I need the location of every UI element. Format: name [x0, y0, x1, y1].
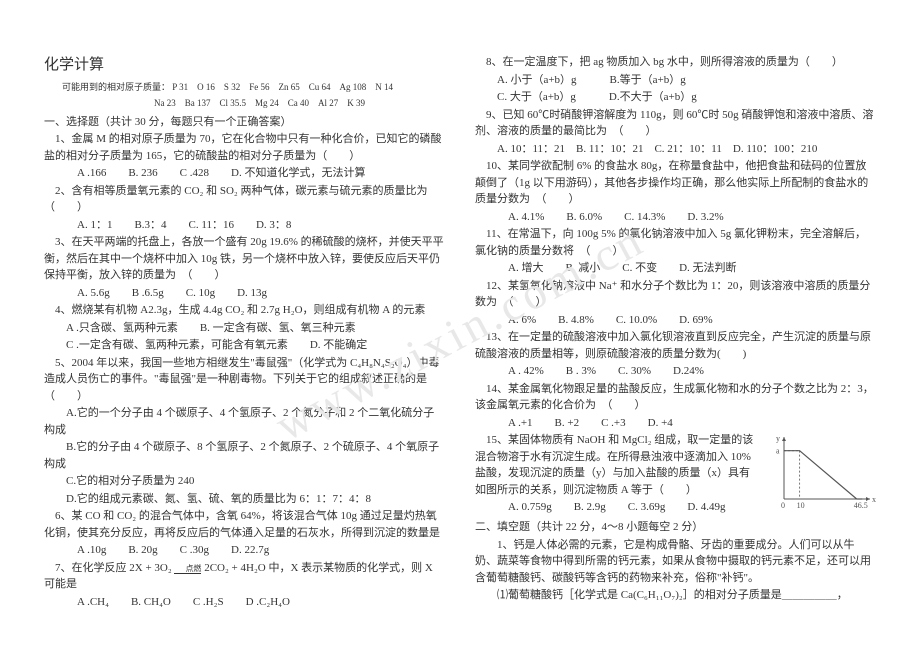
q3-stem: 3、在天平两端的托盘上，各放一个盛有 20g 19.6% 的稀硫酸的烧杯，并使天…: [44, 234, 445, 284]
q8-options-line1: A. 小于（a+b）g B.等于（a+b）g: [475, 72, 876, 89]
q2-options: A. 1：1 B.3：4 C. 11：16 D. 3：8: [44, 217, 445, 234]
q12-stem: 12、某氢氧化钠溶液中 Na⁺ 和水分子个数比为 1：20，则该溶液中溶质的质量…: [475, 278, 876, 311]
q5-option-b: B.它的分子由 4 个碳原子、8 个氢原子、2 个氮原子、2 个硫原子、4 个氧…: [44, 439, 445, 472]
rel-mass-line1: P 31 O 16 S 32 Fe 56 Zn 65 Cu 64 Ag 108 …: [172, 82, 393, 92]
svg-text:a: a: [776, 447, 780, 456]
q1-stem: 1、金属 M 的相对原子质量为 70，它在化合物中只有一种化合价，已知它的磷酸盐…: [44, 131, 445, 164]
fill-q1-sub1: ⑴葡萄糖酸钙［化学式是 Ca(C₆H₁₁O₇)₂］的相对分子质量是＿＿＿＿＿，: [475, 587, 876, 604]
q11-options: A. 增大 B. 减小 C. 不变 D. 无法判断: [475, 260, 876, 277]
reaction-arrow-label: 点燃: [174, 564, 201, 574]
q14-stem: 14、某金属氧化物跟足量的盐酸反应，生成氯化物和水的分子个数之比为 2：3，该金…: [475, 381, 876, 414]
q11-stem: 11、在常温下，向 100g 5% 的氯化钠溶液中加入 5g 氯化钾粉末，完全溶…: [475, 226, 876, 259]
section-2-header: 二、填空题（共计 22 分，4～8 小题每空 2 分）: [475, 519, 876, 536]
q6-stem: 6、某 CO 和 CO₂ 的混合气体中，含氧 64%，将该混合气体 10g 通过…: [44, 508, 445, 541]
q1-options: A .166 B. 236 C .428 D. 不知道化学式，无法计算: [44, 165, 445, 182]
svg-text:46.5: 46.5: [854, 501, 868, 510]
q4-stem: 4、燃烧某有机物 A2.3g，生成 4.4g CO₂ 和 2.7g H₂O，则组…: [44, 302, 445, 319]
q6-options: A .10g B. 20g C .30g D. 22.7g: [44, 542, 445, 559]
svg-text:y: y: [776, 434, 780, 443]
q15-block: ayx01046.5 15、某固体物质有 NaOH 和 MgCl₂ 组成，取一定…: [475, 431, 876, 517]
q8-stem: 8、在一定温度下，把 ag 物质加入 bg 水中，则所得溶液的质量为（ ）: [475, 54, 876, 71]
q12-options: A. 6% B. 4.8% C. 10.0% D. 69%: [475, 312, 876, 329]
q2-stem: 2、含有相等质量氧元素的 CO₂ 和 SO₂ 两种气体，碳元素与硫元素的质量比为…: [44, 183, 445, 216]
q13-options: A . 42% B . 3% C. 30% D.24%: [475, 363, 876, 380]
fill-q1-stem: 1、钙是人体必需的元素，它是构成骨骼、牙齿的重要成分。人们可以从牛奶、蔬菜等食物…: [475, 537, 876, 587]
page-columns: 化学计算 可能用到的相对原子质量： P 31 O 16 S 32 Fe 56 Z…: [44, 54, 876, 614]
q9-options: A. 10：11：21 B. 11：10：21 C. 21：10：11 D. 1…: [475, 141, 876, 158]
section-1-header: 一、选择题（共计 30 分，每题只有一个正确答案）: [44, 114, 445, 131]
q3-options: A. 5.6g B .6.5g C. 10g D. 13g: [44, 285, 445, 302]
q14-options: A .+1 B. +2 C .+3 D. +4: [475, 415, 876, 432]
q9-stem: 9、已知 60℃时硝酸钾溶解度为 110g，则 60℃时 50g 硝酸钾饱和溶液…: [475, 107, 876, 140]
q5-stem: 5、2004 年以来，我国一些地方相继发生"毒鼠强"（化学式为 C₄H₈N₄S₂…: [44, 355, 445, 405]
page-title: 化学计算: [44, 54, 445, 77]
q7-part-a: 7、在化学反应 2X + 3O₂: [55, 562, 174, 574]
svg-text:0: 0: [781, 501, 785, 510]
q7-options: A .CH₄ B. CH₄O C .H₂S D .C₂H₄O: [44, 594, 445, 611]
q8-options-line2: C. 大于（a+b）g D.不大于（a+b）g: [475, 89, 876, 106]
q4-option-c: C .一定含有碳、氢两种元素，可能含有氧元素 D. 不能确定: [44, 337, 445, 354]
rel-mass-note-1: 可能用到的相对原子质量： P 31 O 16 S 32 Fe 56 Zn 65 …: [62, 81, 445, 95]
rel-mass-note-2: Na 23 Ba 137 Cl 35.5 Mg 24 Ca 40 Al 27 K…: [154, 97, 445, 111]
rel-mass-label: 可能用到的相对原子质量：: [62, 82, 170, 92]
q4-option-a: A .只含碳、氢两种元素 B. 一定含有碳、氢、氧三种元素: [44, 320, 445, 337]
q5-option-a: A.它的一个分子由 4 个碳原子、4 个氢原子、2 个氮分子和 2 个二氧化硫分…: [44, 405, 445, 438]
svg-text:x: x: [872, 495, 876, 504]
q13-stem: 13、在一定量的硫酸溶液中加入氯化钡溶液直到反应完全，产生沉淀的质量与原硫酸溶液…: [475, 329, 876, 362]
q15-chart: ay x 0 10 46.5: [766, 433, 876, 513]
q10-stem: 10、某同学欲配制 6% 的食盐水 80g，在称量食盐中，他把食盐和砝码的位置放…: [475, 158, 876, 208]
q5-option-c: C.它的相对分子质量为 240: [44, 473, 445, 490]
q5-option-d: D.它的组成元素碳、氮、氢、硫、氧的质量比为 6：1：7：4：8: [44, 491, 445, 508]
q10-options: A. 4.1% B. 6.0% C. 14.3% D. 3.2%: [475, 209, 876, 226]
q7-stem: 7、在化学反应 2X + 3O₂ 点燃 2CO₂ + 4H₂O 中，X 表示某物…: [44, 560, 445, 593]
svg-text:10: 10: [797, 501, 805, 510]
